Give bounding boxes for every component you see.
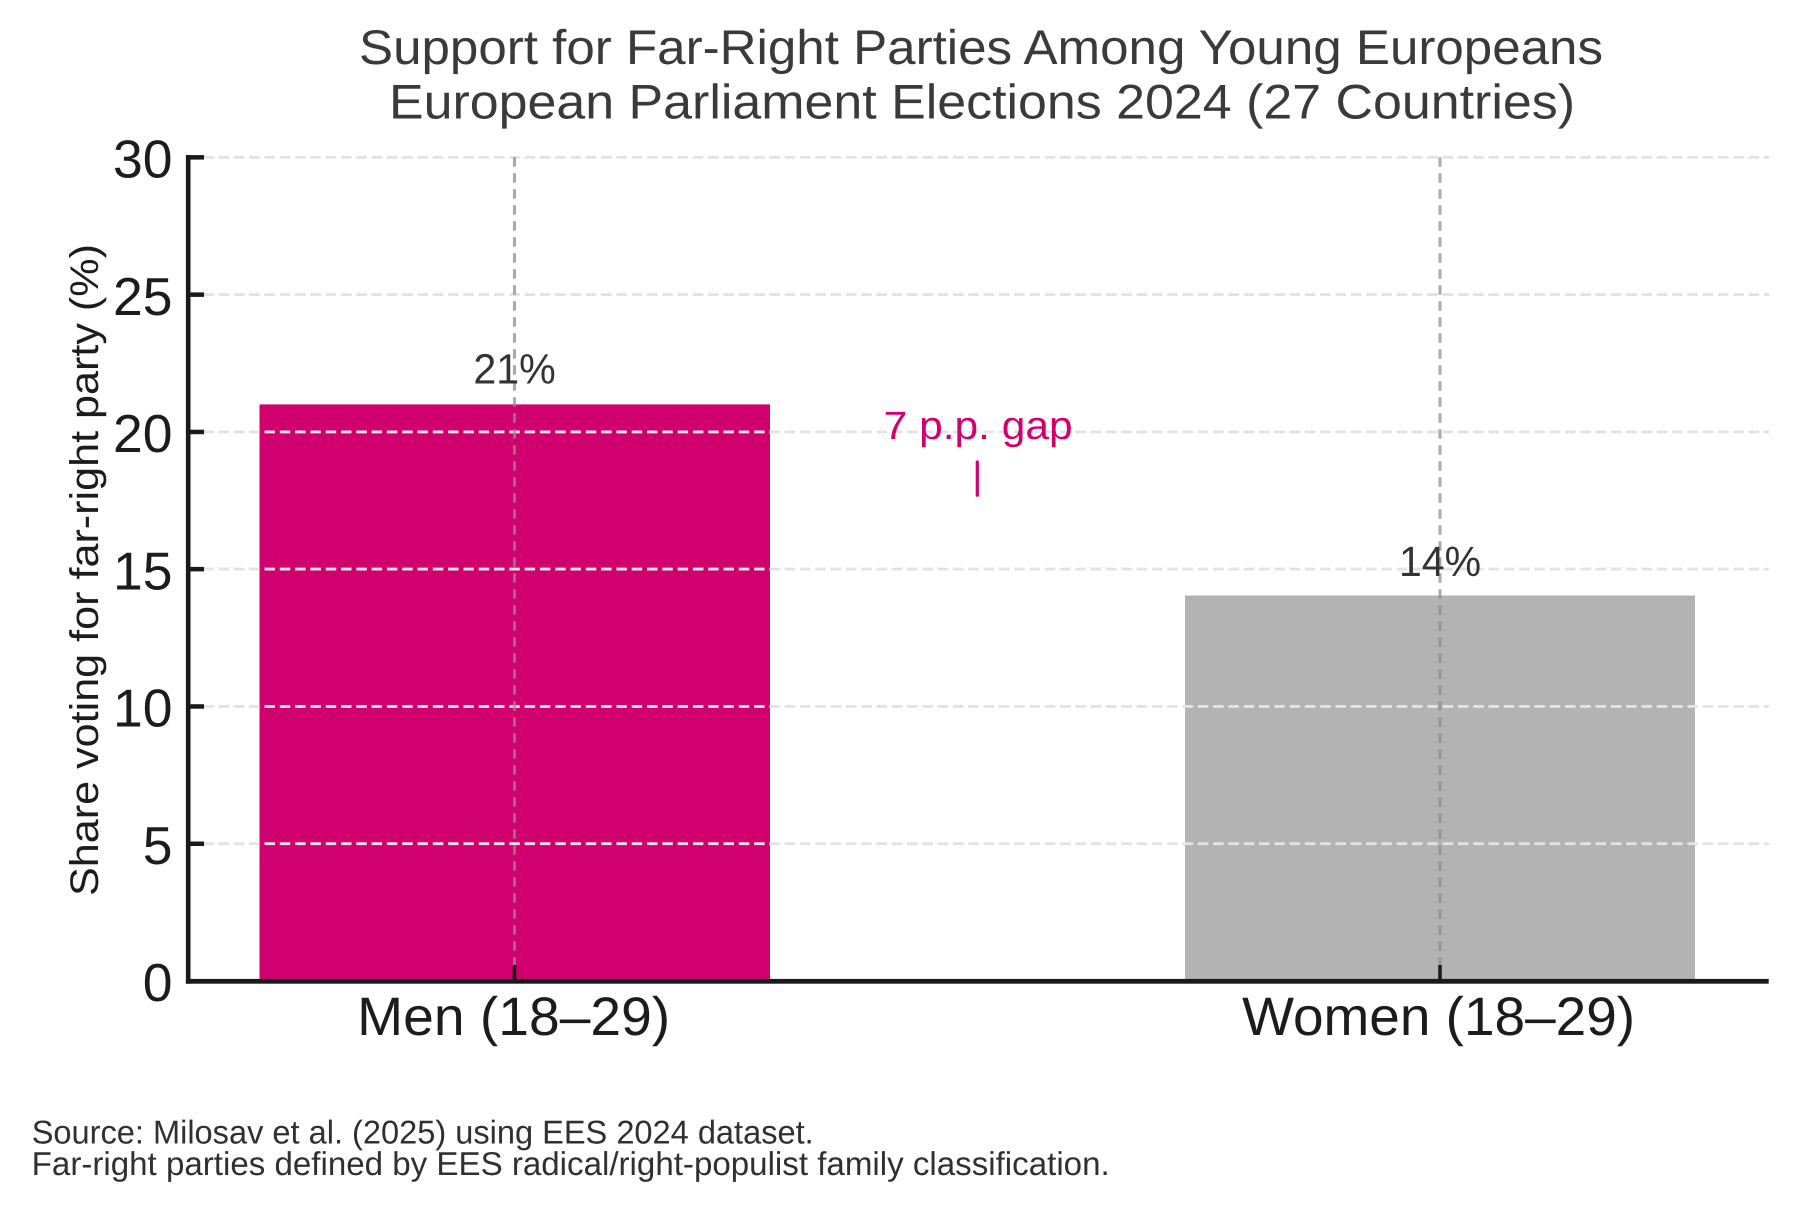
svg-text:0: 0 [143, 954, 173, 1013]
svg-text:20: 20 [113, 405, 173, 464]
svg-text:Support for Far-Right Parties: Support for Far-Right Parties Among Youn… [359, 21, 1603, 75]
svg-text:21%: 21% [473, 346, 555, 393]
svg-text:Source: Milosav et al. (2025): Source: Milosav et al. (2025) using EES … [32, 1113, 814, 1150]
svg-text:14%: 14% [1399, 538, 1481, 585]
svg-text:Share voting for far-right par: Share voting for far-right party (%) [63, 244, 107, 896]
svg-text:Men (18–29): Men (18–29) [357, 987, 670, 1047]
svg-text:Women (18–29): Women (18–29) [1242, 987, 1635, 1047]
svg-text:Far-right parties defined by E: Far-right parties defined by EES radical… [32, 1145, 1110, 1182]
svg-text:30: 30 [113, 131, 173, 190]
svg-text:25: 25 [113, 268, 173, 327]
svg-text:10: 10 [113, 680, 173, 739]
svg-text:15: 15 [113, 542, 173, 601]
svg-text:European Parliament Elections: European Parliament Elections 2024 (27 C… [389, 75, 1575, 129]
svg-text:5: 5 [143, 817, 173, 876]
svg-text:7 p.p. gap: 7 p.p. gap [884, 404, 1073, 448]
